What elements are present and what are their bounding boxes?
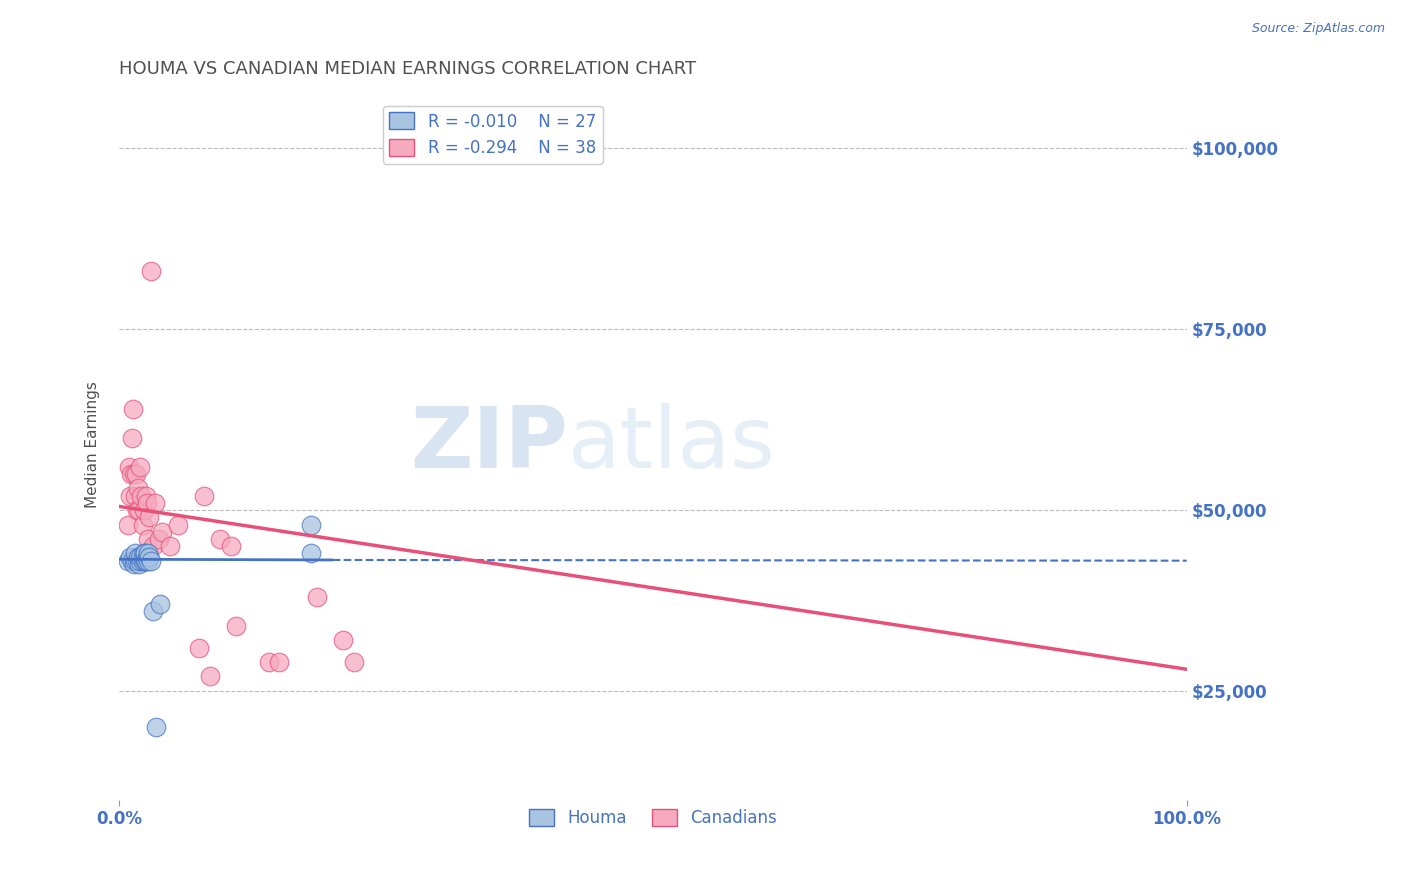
Point: [150, 524, 173, 539]
Point: [128, 558, 150, 572]
Point: [135, 489, 157, 503]
Point: [129, 554, 152, 568]
Point: [135, 554, 157, 568]
Point: [121, 554, 143, 568]
Point: [120, 467, 142, 481]
Point: [166, 517, 188, 532]
Point: [132, 546, 155, 560]
Point: [131, 550, 153, 565]
Point: [122, 558, 145, 572]
Point: [198, 669, 221, 683]
Point: [122, 401, 145, 416]
Point: [125, 467, 148, 481]
Text: ZIP: ZIP: [409, 403, 568, 486]
Point: [225, 619, 247, 633]
Point: [117, 554, 139, 568]
Point: [124, 489, 146, 503]
Point: [142, 604, 165, 618]
Point: [135, 550, 157, 565]
Point: [299, 517, 322, 532]
Point: [129, 459, 152, 474]
Point: [343, 655, 366, 669]
Point: [117, 517, 139, 532]
Point: [139, 554, 162, 568]
Point: [136, 532, 159, 546]
Point: [142, 539, 165, 553]
Point: [134, 554, 156, 568]
Point: [139, 264, 162, 278]
Point: [145, 720, 167, 734]
Point: [118, 489, 141, 503]
Point: [131, 517, 153, 532]
Point: [127, 550, 149, 565]
Point: [305, 590, 328, 604]
Text: Source: ZipAtlas.com: Source: ZipAtlas.com: [1251, 22, 1385, 36]
Legend: Houma, Canadians: Houma, Canadians: [522, 802, 783, 834]
Text: HOUMA VS CANADIAN MEDIAN EARNINGS CORRELATION CHART: HOUMA VS CANADIAN MEDIAN EARNINGS CORREL…: [120, 60, 696, 78]
Point: [148, 532, 170, 546]
Point: [127, 481, 149, 495]
Point: [332, 633, 354, 648]
Point: [118, 550, 141, 565]
Point: [124, 546, 146, 560]
Point: [193, 489, 215, 503]
Point: [149, 597, 172, 611]
Point: [121, 431, 143, 445]
Point: [129, 550, 152, 565]
Point: [127, 503, 149, 517]
Point: [128, 503, 150, 517]
Point: [138, 510, 160, 524]
Point: [269, 655, 291, 669]
Point: [127, 554, 149, 568]
Point: [131, 554, 153, 568]
Y-axis label: Median Earnings: Median Earnings: [86, 382, 100, 508]
Point: [299, 546, 322, 560]
Point: [132, 503, 155, 517]
Point: [122, 467, 145, 481]
Point: [118, 459, 141, 474]
Point: [143, 496, 166, 510]
Point: [138, 550, 160, 565]
Point: [219, 539, 242, 553]
Point: [131, 489, 153, 503]
Text: atlas: atlas: [568, 403, 776, 486]
Point: [188, 640, 211, 655]
Point: [136, 554, 159, 568]
Point: [209, 532, 232, 546]
Point: [134, 546, 156, 560]
Point: [124, 554, 146, 568]
Point: [159, 539, 181, 553]
Point: [136, 546, 159, 560]
Point: [135, 496, 157, 510]
Point: [257, 655, 280, 669]
